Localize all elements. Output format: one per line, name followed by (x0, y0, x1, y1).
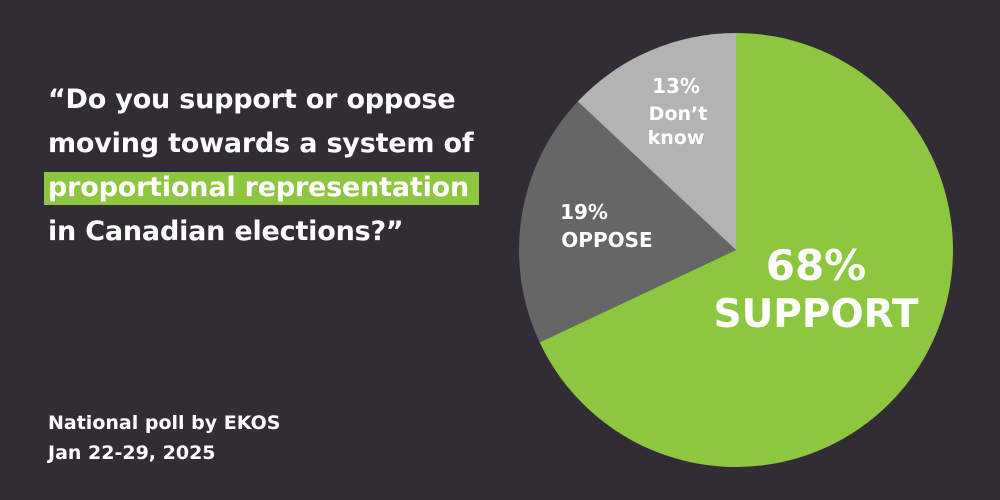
dont-know-label-line-2: know (648, 127, 705, 149)
pie-slice-support (539, 33, 953, 467)
pie-slice-dont-know (577, 32, 736, 250)
source-line-1: National poll by EKOS (48, 412, 281, 434)
dont-know-pct-label: 13% (652, 74, 700, 98)
oppose-pct-label: 19% (560, 200, 608, 224)
question-line-4: in Canadian elections?” (48, 216, 404, 247)
support-pct-label: 68% (766, 241, 867, 290)
source-line-2: Jan 22-29, 2025 (48, 442, 216, 464)
support-label: SUPPORT (714, 292, 919, 337)
question-highlight: proportional representation (44, 172, 480, 205)
question-line-1: “Do you support or oppose (48, 84, 456, 115)
dont-know-label-line-1: Don’t (649, 103, 708, 125)
oppose-label: OPPOSE (561, 228, 652, 252)
poll-source: National poll by EKOS Jan 22-29, 2025 (48, 408, 280, 468)
question-line-2: moving towards a system of (48, 128, 474, 159)
poll-question: “Do you support or oppose moving towards… (44, 78, 480, 254)
pie-slice-oppose (518, 101, 736, 343)
